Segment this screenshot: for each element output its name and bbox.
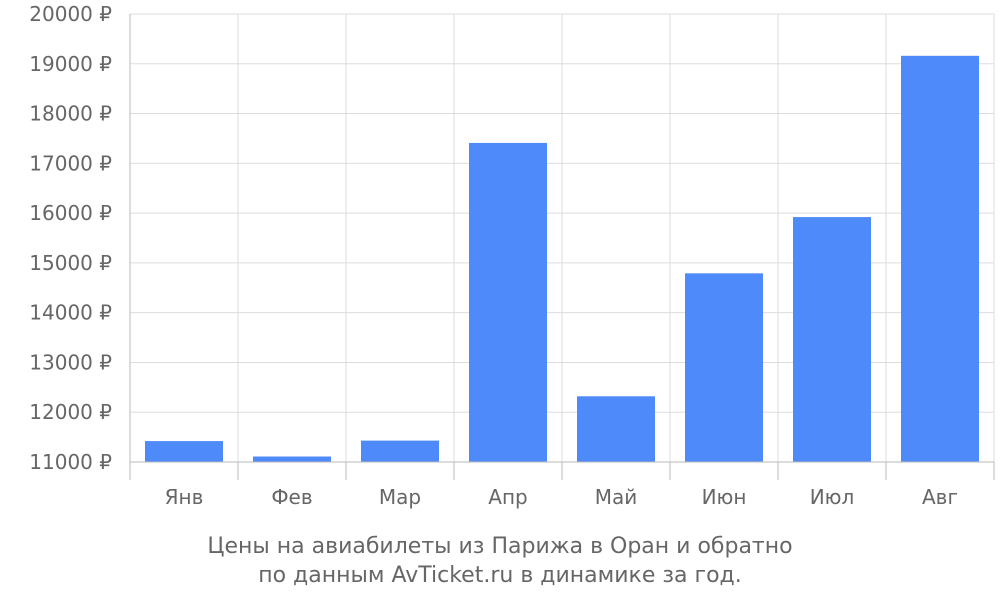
x-tick-label: Июл: [810, 485, 855, 509]
y-tick-label: 18000 ₽: [29, 102, 112, 126]
x-tick-label: Янв: [165, 485, 204, 509]
grid: [130, 13, 995, 463]
y-tick-label: 15000 ₽: [29, 251, 112, 275]
x-tick-label: Май: [595, 485, 638, 509]
bar-5: [577, 396, 655, 462]
x-tick-label: Июн: [702, 485, 747, 509]
bars: [145, 55, 979, 463]
y-tick-label: 12000 ₽: [29, 400, 112, 424]
y-tick-label: 17000 ₽: [29, 151, 112, 175]
y-tick-label: 20000 ₽: [29, 2, 112, 26]
y-tick-label: 11000 ₽: [29, 450, 112, 474]
x-tick-labels: Янв Фев Мар Апр Май Июн Июл Авг: [165, 485, 958, 509]
y-tick-label: 13000 ₽: [29, 350, 112, 374]
bar-7: [793, 217, 871, 462]
axes: [129, 14, 995, 480]
bar-6: [685, 273, 763, 462]
bar-1: [145, 441, 223, 462]
bar-chart: 11000 ₽ 12000 ₽ 13000 ₽ 14000 ₽ 15000 ₽ 16000…: [29, 2, 995, 509]
chart-caption-line-1: Цены на авиабилеты из Парижа в Оран и об…: [207, 534, 793, 559]
x-tick-label: Мар: [379, 485, 421, 509]
y-tick-labels: 11000 ₽ 12000 ₽ 13000 ₽ 14000 ₽ 15000 ₽ 16000…: [29, 2, 112, 474]
bar-3: [361, 440, 439, 462]
x-tick-label: Апр: [488, 485, 527, 509]
x-tick-label: Фев: [271, 485, 312, 509]
bar-8: [901, 55, 979, 463]
bar-4: [469, 142, 547, 462]
chart-caption-line-2: по данным AvTicket.ru в динамике за год.: [258, 563, 742, 588]
y-tick-label: 14000 ₽: [29, 301, 112, 325]
y-tick-label: 16000 ₽: [29, 201, 112, 225]
y-tick-label: 19000 ₽: [29, 52, 112, 76]
bar-2: [253, 456, 331, 462]
x-tick-label: Авг: [922, 485, 958, 509]
